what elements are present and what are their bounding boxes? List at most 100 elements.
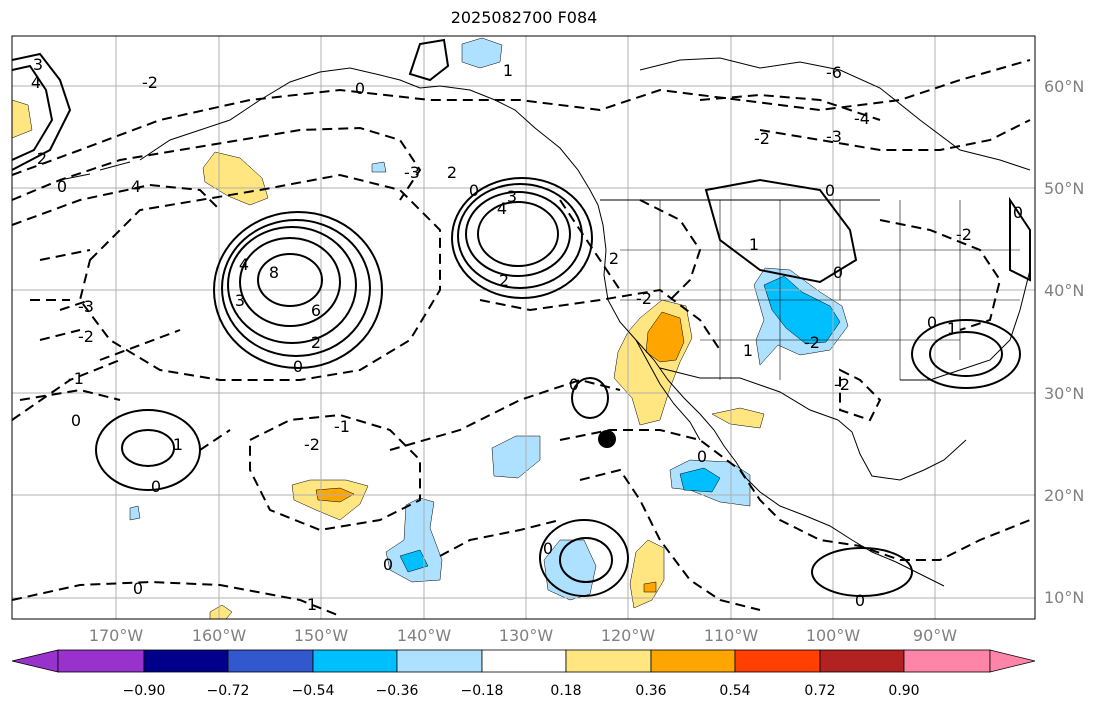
contour-label: 0: [569, 375, 579, 394]
contour-label: 4: [31, 73, 41, 92]
shade-neg-tiny: [129, 505, 141, 521]
high-alaska-corner-2: [12, 64, 54, 161]
colorbar-swatch: [312, 649, 398, 673]
high-south-inner: [559, 537, 613, 583]
contour-label: 1: [743, 341, 753, 360]
colorbar-tick: 0.54: [719, 683, 751, 699]
colorbar-extend-min: [11, 649, 59, 673]
lat-label: 60°N: [1044, 77, 1085, 96]
contour-label: 0: [833, 263, 843, 282]
contour-label: -3: [826, 127, 842, 146]
contour-label: 0: [1013, 203, 1023, 222]
contour-label: -2: [956, 225, 972, 244]
lon-label: 160°W: [191, 626, 247, 645]
contour-label: 0: [383, 555, 393, 574]
colorbar-swatch: [57, 649, 145, 673]
lat-label: 40°N: [1044, 281, 1085, 300]
shade-pos-tiny: [209, 604, 233, 619]
contour-label: 6: [311, 301, 321, 320]
colorbar-tick: −0.18: [460, 683, 504, 699]
contour-label: 3: [235, 291, 245, 310]
coast-canada-north: [639, 57, 1031, 171]
contour-label: 0: [469, 181, 479, 200]
contour-label: -2: [304, 435, 320, 454]
colorbar-tick: 0.36: [635, 683, 667, 699]
coast-alaska: [139, 67, 599, 206]
contour-label: -2: [142, 73, 158, 92]
contour-label: 0: [133, 579, 143, 598]
contour-label: 2: [609, 249, 619, 268]
dashed-contours: [12, 59, 1031, 617]
lat-label: 20°N: [1044, 486, 1085, 505]
lat-label: 10°N: [1044, 588, 1085, 607]
contour-label: -6: [826, 63, 842, 82]
colorbar-swatch: [734, 649, 821, 673]
contour-label: -2: [78, 327, 94, 346]
contour-label: -4: [854, 109, 870, 128]
contour-label: 0: [71, 411, 81, 430]
high-alaska-corner: [12, 52, 72, 171]
colorbar-swatch: [903, 649, 991, 673]
high-small-subtropic: [571, 377, 609, 419]
colorbar-tick: −0.54: [291, 683, 335, 699]
coast-gulf-mexico: [837, 419, 967, 481]
shade-neg-south-1-core: [399, 549, 429, 573]
shade-neg-subtropic: [491, 435, 541, 479]
colorbar-extend-max: [989, 649, 1036, 673]
colorbar-swatch: [143, 649, 229, 673]
contour-label: 4: [131, 177, 141, 196]
coastlines: [59, 57, 1031, 587]
chart-title: 2025082700 F084: [450, 8, 598, 27]
high-subtropic-west-inner: [121, 429, 175, 467]
contour-label: 4: [239, 255, 249, 274]
coast-east-us: [900, 269, 1031, 381]
high-gulf-1: [451, 177, 593, 299]
lon-label: 150°W: [293, 626, 349, 645]
high-gulf-2: [457, 183, 583, 289]
contour-label: 0: [293, 357, 303, 376]
lon-label: 170°W: [88, 626, 144, 645]
contour-label: 3: [507, 187, 517, 206]
lat-label: 50°N: [1044, 179, 1085, 198]
contour-label: 4: [497, 199, 507, 218]
contour-label: 1: [503, 61, 513, 80]
contour-label: 0: [355, 79, 365, 98]
black-dot-marker: [598, 430, 616, 448]
shade-neg-small-1: [371, 161, 387, 173]
colorbar-swatch: [565, 649, 652, 673]
lon-label: 130°W: [498, 626, 554, 645]
contour-label: 1: [307, 595, 317, 614]
lat-label: 30°N: [1044, 384, 1085, 403]
lon-label: 90°W: [912, 626, 958, 645]
lon-label: 140°W: [396, 626, 452, 645]
coast-aleutians: [59, 161, 131, 181]
contour-label: -2: [754, 129, 770, 148]
contour-label: 0: [825, 181, 835, 200]
high-rockies: [704, 178, 858, 284]
shade-pos-alaska-edge: [12, 99, 33, 139]
colorbar-tick: −0.36: [375, 683, 419, 699]
shade-neg-gulf-alaska: [461, 37, 503, 69]
shaded-regions: [12, 37, 849, 619]
contour-label: 1: [947, 319, 957, 338]
contour-label: 0: [543, 539, 553, 558]
contour-label: 0: [855, 591, 865, 610]
solid-contours: [12, 38, 1031, 597]
high-central-pacific-5: [257, 253, 323, 307]
shade-neg-south-1: [385, 497, 443, 583]
colorbar-tick: −0.90: [122, 683, 166, 699]
contour-label: -1: [68, 369, 84, 388]
contour-label: 0: [927, 313, 937, 332]
contour-label: -3: [78, 297, 94, 316]
contour-label: 0: [697, 447, 707, 466]
contour-label: -2: [804, 333, 820, 352]
plot-frame: [11, 35, 1036, 620]
high-central-pacific-3: [227, 226, 357, 344]
contour-label: 2: [37, 149, 47, 168]
shade-pos-mexico: [711, 407, 765, 429]
coast-west-us: [597, 204, 945, 587]
high-south: [539, 519, 629, 597]
contour-label: -2: [834, 375, 850, 394]
graticule: [12, 36, 1035, 619]
shade-neg-mexico-core: [679, 467, 721, 493]
